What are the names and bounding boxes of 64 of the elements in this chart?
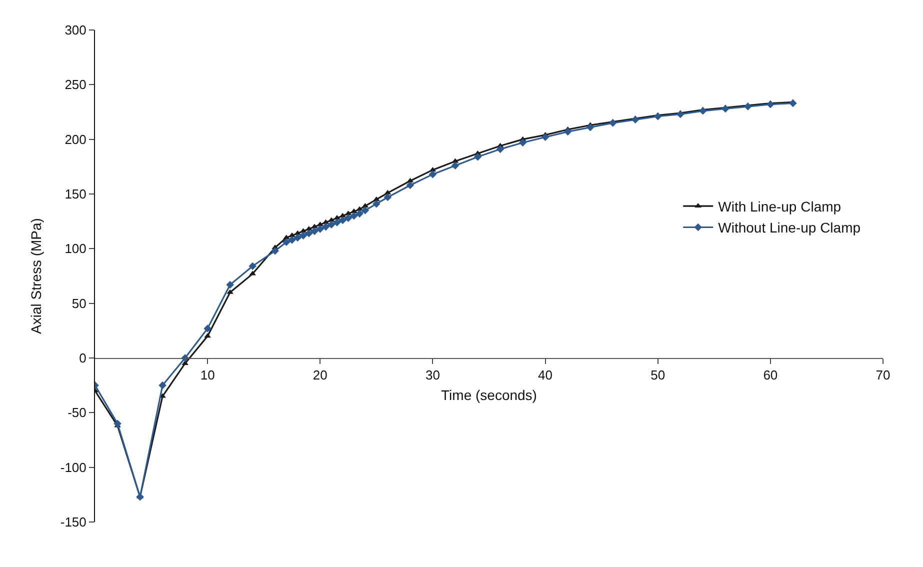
point [676, 110, 684, 118]
x-tick-label: 50 [650, 368, 666, 383]
point [226, 280, 234, 289]
point [541, 133, 550, 142]
point [328, 220, 336, 229]
x-tick-label: 20 [312, 368, 328, 383]
point [789, 99, 797, 108]
point [608, 119, 617, 127]
point [384, 193, 392, 202]
point [310, 227, 318, 236]
point [299, 232, 308, 240]
point [766, 100, 774, 108]
point [654, 112, 662, 120]
point [114, 420, 122, 428]
point [294, 234, 302, 242]
y-tick-label: -100 [60, 460, 86, 475]
point [271, 246, 280, 255]
x-tick-label: 40 [538, 368, 553, 383]
y-tick-label: 50 [72, 296, 86, 311]
y-tick-label: 200 [64, 132, 86, 147]
legend-label: Without Line-up Clamp [718, 220, 861, 236]
point [316, 225, 324, 233]
x-axis-title: Time (seconds) [441, 386, 537, 403]
point [136, 492, 144, 501]
x-tick-label: 60 [763, 368, 778, 383]
point [304, 229, 313, 238]
point [248, 262, 256, 270]
y-tick-label: -150 [60, 514, 86, 530]
point [406, 181, 414, 190]
point [288, 232, 296, 238]
point [333, 218, 341, 226]
point [288, 236, 296, 244]
point [428, 170, 437, 178]
point [350, 212, 358, 220]
y-tick-label: 100 [64, 241, 86, 256]
point [322, 222, 330, 231]
point [518, 138, 527, 147]
point [204, 324, 212, 332]
point [496, 145, 504, 154]
point [158, 381, 166, 390]
y-axis-title: Axial Stress (MPa) [28, 218, 44, 334]
point [631, 116, 640, 124]
y-tick-label: 300 [64, 22, 86, 38]
point [586, 123, 594, 132]
point [451, 162, 460, 170]
point [722, 104, 730, 113]
point [744, 102, 752, 110]
point [698, 107, 707, 115]
point [361, 206, 370, 214]
point [372, 200, 380, 208]
y-tick-label: 250 [64, 77, 86, 92]
point [338, 216, 347, 224]
point [282, 238, 290, 246]
point [356, 210, 364, 218]
x-tick-label: 30 [425, 368, 440, 383]
y-tick-label: 0 [79, 350, 86, 366]
y-tick-label: -50 [68, 405, 86, 420]
x-tick-label: 70 [876, 368, 890, 383]
point [564, 128, 572, 136]
y-tick-label: 150 [64, 186, 86, 202]
legend-label: With Line-up Clamp [718, 198, 842, 215]
x-tick-label: 10 [200, 368, 215, 383]
point [474, 152, 482, 161]
point [344, 214, 352, 222]
